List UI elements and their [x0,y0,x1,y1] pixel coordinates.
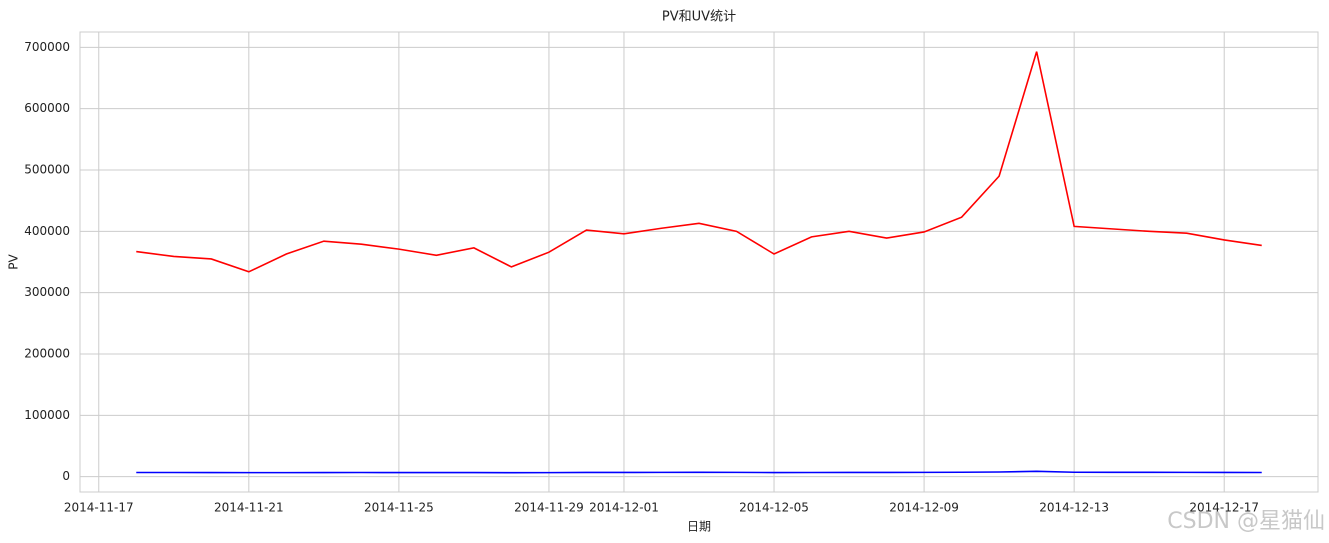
plot-frame [79,31,1319,493]
x-tick-label: 2014-11-25 [364,501,434,515]
y-tick-label: 0 [62,469,70,483]
y-tick-label: 500000 [24,163,70,177]
watermark: CSDN @星猫仙 [1167,509,1325,534]
x-tick-label: 2014-12-05 [739,501,809,515]
y-tick-label: 100000 [24,408,70,422]
x-tick-label: 2014-11-29 [514,501,584,515]
y-tick-label: 700000 [24,40,70,54]
y-tick-label: 600000 [24,101,70,115]
series-line [136,51,1262,273]
y-tick-label: 300000 [24,285,70,299]
x-tick-label: 2014-12-13 [1039,501,1109,515]
y-tick-label: 400000 [24,224,70,238]
x-tick-label: 2014-12-09 [889,501,959,515]
y-tick-label: 200000 [24,347,70,361]
x-tick-label: 2014-11-21 [214,501,284,515]
x-tick-label: 2014-11-17 [64,501,134,515]
series-line [136,470,1262,474]
x-tick-label: 2014-12-01 [589,501,659,515]
x-tick-label: 2014-12-17 [1189,501,1259,515]
chart-title: PV和UV统计 [662,10,736,25]
x-axis-label: 日期 [687,520,711,534]
y-axis-label: PV [7,253,21,269]
